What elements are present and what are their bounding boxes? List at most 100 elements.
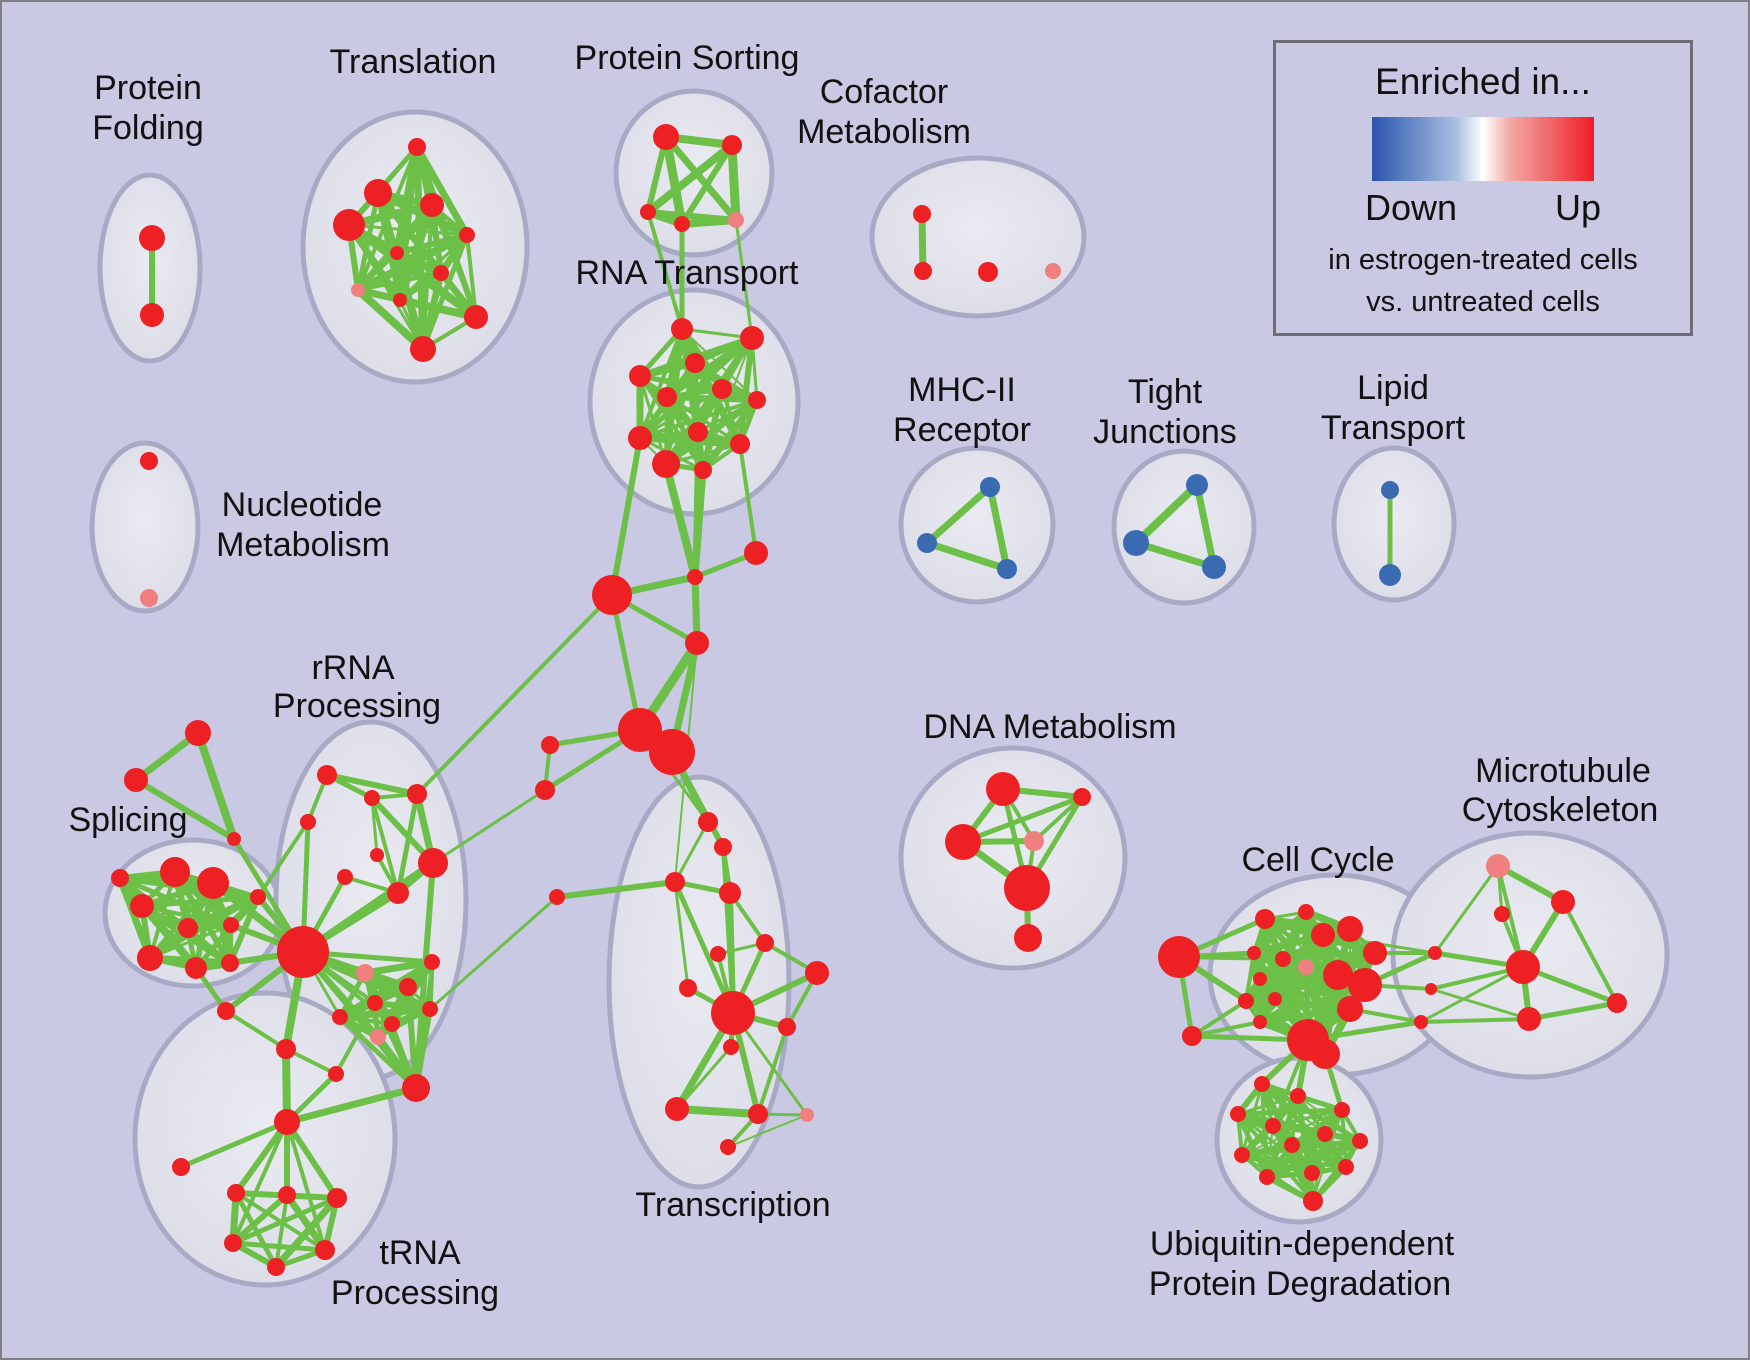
edge-tr9-tr12 [756, 1025, 789, 1116]
edge-rt8-j1 [692, 429, 701, 580]
node-mh2 [917, 533, 937, 553]
node-t10 [464, 305, 488, 329]
edge-ps5-rt2 [734, 218, 754, 340]
legend-scale-row: Down Up [1365, 187, 1601, 229]
node-ps1 [653, 124, 679, 150]
legend-up-label: Up [1554, 187, 1601, 228]
edge-tlb-r7 [431, 788, 547, 865]
node-c15 [1323, 960, 1353, 990]
edge-r8-sp7 [256, 820, 310, 899]
edge-tri2-tri3 [133, 777, 237, 842]
node-th [274, 1109, 300, 1135]
edge-ps2-ps4 [679, 142, 735, 227]
cluster-label-protein-folding-1: Protein [94, 69, 202, 107]
node-tj1 [1186, 474, 1208, 496]
cluster-label-tight-2: Junctions [1093, 413, 1237, 451]
node-u8 [1234, 1147, 1250, 1163]
legend-down-label: Down [1365, 187, 1458, 228]
edge-ps3-rt1 [646, 210, 684, 331]
edge-u7-u9 [1290, 1139, 1362, 1147]
node-cf4 [1045, 263, 1061, 279]
edge-r4-r2 [370, 796, 379, 857]
node-sp9 [185, 957, 207, 979]
edge-r16-r19 [336, 1005, 434, 1021]
node-t7 [433, 265, 449, 281]
edge-t4-t10 [430, 203, 478, 319]
edge-tr2-trh [721, 845, 735, 1015]
node-c3 [1255, 909, 1275, 929]
edge-t9-t10 [396, 296, 480, 321]
edge-spx-r21 [224, 1009, 288, 1051]
node-rt3 [685, 353, 705, 373]
node-m6 [1607, 993, 1627, 1013]
node-tr11 [665, 1097, 689, 1121]
node-d3 [1073, 788, 1091, 806]
cluster-label-rrna-1: rRNA [311, 649, 394, 687]
node-tj3 [1202, 555, 1226, 579]
edge-r12-r15 [361, 958, 436, 977]
node-r14 [399, 978, 417, 996]
edge-rt11-j1 [662, 460, 699, 581]
node-rt12 [694, 461, 712, 479]
node-u7 [1352, 1133, 1368, 1149]
edge-rt6-rt9 [638, 387, 724, 440]
node-rt5 [657, 387, 677, 407]
node-c6 [1275, 951, 1291, 967]
node-tr6 [710, 946, 726, 962]
edge-rt2-rt10 [737, 335, 755, 447]
cluster-label-mhc-1: MHC-II [908, 371, 1016, 409]
edge-th-ti [178, 1119, 290, 1170]
edge-rt10-rtx [738, 442, 758, 555]
node-c8 [1253, 972, 1267, 986]
edge-tx3-tx4 [230, 1195, 340, 1246]
node-pf1 [139, 225, 165, 251]
node-tr13 [800, 1108, 814, 1122]
node-mh1 [980, 477, 1000, 497]
node-sp10 [221, 954, 239, 972]
node-tri3 [227, 832, 241, 846]
node-hub1 [618, 708, 662, 752]
edge-m1-m4 [1496, 864, 1525, 969]
node-c4 [1298, 904, 1314, 920]
node-tr5 [756, 934, 774, 952]
node-r19 [422, 1001, 438, 1017]
node-r16 [332, 1009, 348, 1025]
node-c9 [1238, 993, 1254, 1009]
cluster-label-rna-transport: RNA Transport [576, 254, 800, 292]
node-t3 [333, 209, 365, 241]
cluster-label-splicing: Splicing [68, 801, 187, 839]
node-rt10 [730, 434, 750, 454]
node-c10 [1268, 992, 1282, 1006]
cluster-label-nucleotide-2: Metabolism [216, 526, 390, 564]
node-t1 [408, 138, 426, 156]
node-tr2 [714, 838, 732, 856]
node-rt8 [688, 422, 708, 442]
edge-tri1-tri3 [194, 729, 238, 843]
node-bn1 [592, 575, 632, 615]
node-rt4 [629, 365, 651, 387]
node-m1 [1486, 854, 1510, 878]
node-u2 [1290, 1088, 1306, 1104]
node-tj2 [1123, 530, 1149, 556]
node-d2 [945, 824, 981, 860]
node-r5 [337, 869, 353, 885]
cluster-label-translation: Translation [330, 43, 497, 81]
node-r8 [300, 814, 316, 830]
edge-rt9-rt10 [636, 434, 744, 448]
cluster-label-tight-1: Tight [1128, 373, 1203, 411]
cluster-ellipse-tight-junctions [1111, 448, 1257, 606]
node-m5 [1517, 1007, 1541, 1031]
edge-tx2-tx4 [230, 1192, 290, 1246]
cluster-label-ubiquitin-1: Ubiquitin-dependent [1150, 1225, 1455, 1263]
node-c1 [1158, 936, 1200, 978]
node-c5 [1247, 946, 1261, 960]
edge-tr10-tr11 [675, 1045, 733, 1111]
node-spx [217, 1002, 235, 1020]
node-t4 [420, 193, 444, 217]
node-sp5 [178, 918, 198, 938]
node-d4 [1024, 831, 1044, 851]
node-nm1 [140, 452, 158, 470]
legend-caption-line2: vs. untreated cells [1366, 286, 1600, 319]
edge-t6-t8 [356, 251, 399, 292]
cluster-ellipse-cofactor-metabolism [869, 155, 1087, 319]
